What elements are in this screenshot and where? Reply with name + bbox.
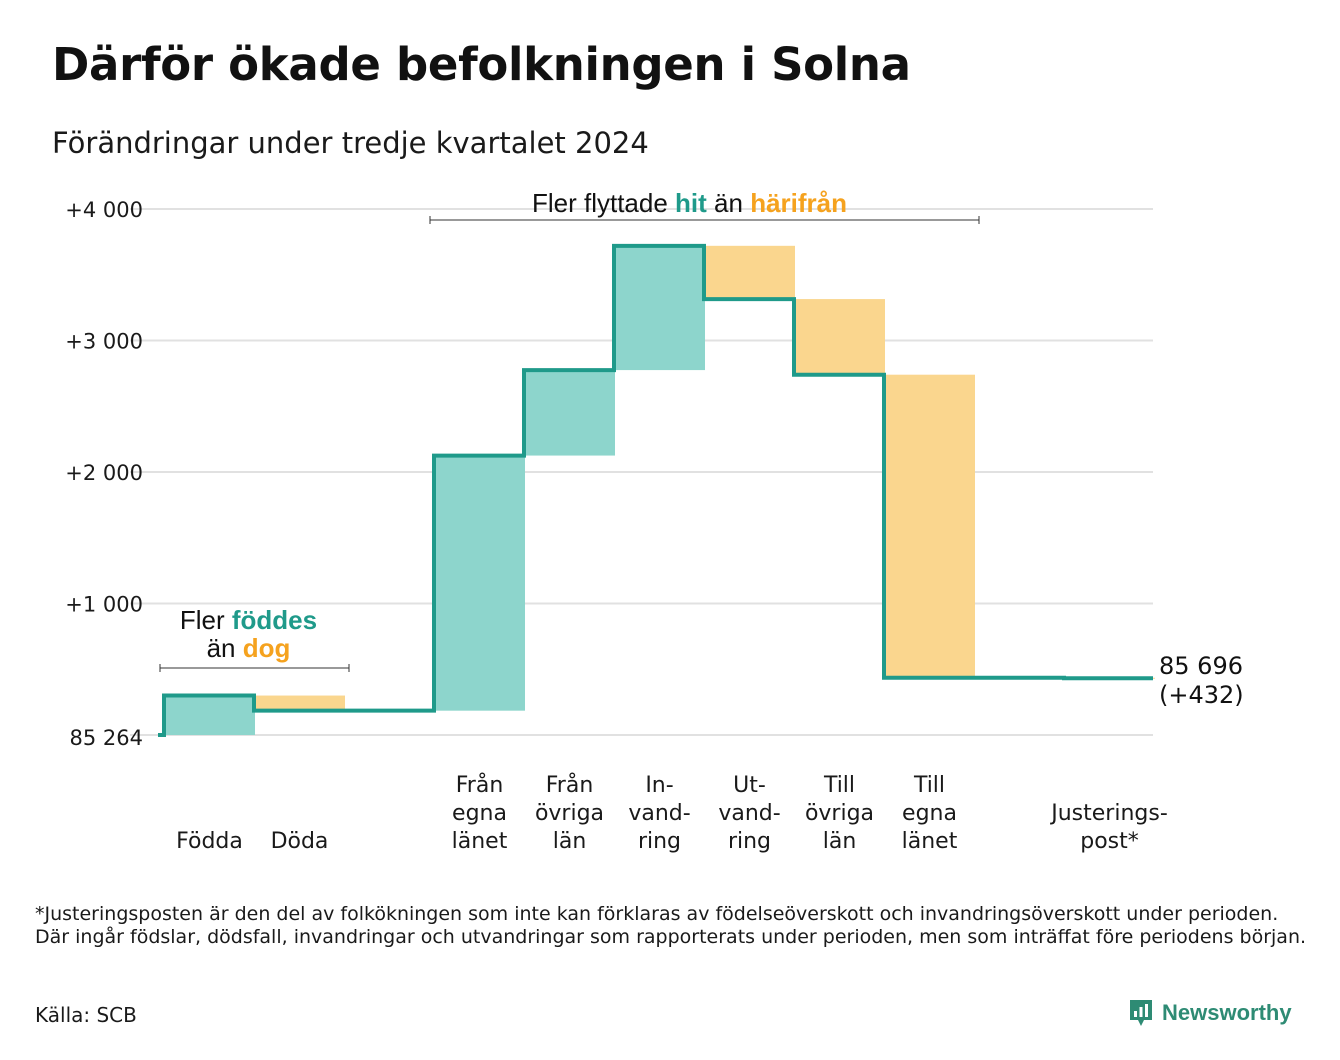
category-label-utvandring: Ut-: [733, 773, 766, 798]
category-label-justering: post*: [1080, 829, 1139, 854]
bar-fran_egna: [434, 455, 525, 711]
category-label-utvandring: ring: [728, 829, 771, 854]
category-label-till_ovriga: Till: [823, 773, 855, 798]
chart-subtitle: Förändringar under tredje kvartalet 2024: [52, 126, 649, 160]
source-note: Källa: SCB: [35, 1003, 137, 1027]
annotation-births-line1: Fler föddes: [180, 605, 317, 635]
waterfall-chart: +1 000 +2 000 +3 000 +4 000 85 264 Födda Döda…: [65, 188, 1244, 854]
category-label-till_ovriga: övriga: [805, 801, 874, 826]
category-label-utvandring: vand-: [718, 801, 780, 826]
category-label-invandring: ring: [638, 829, 681, 854]
category-label-invandring: vand-: [628, 801, 690, 826]
bar-doda: [254, 695, 345, 711]
grid-lines: [130, 208, 1153, 736]
bar-fodda: [164, 695, 255, 735]
annotation-births-line1-part: Fler: [180, 605, 232, 635]
bar-fran_ovriga: [524, 370, 615, 456]
annotation-births-line2-part: dog: [243, 633, 291, 663]
bar-invandring: [614, 245, 705, 371]
category-label-till_ovriga: län: [823, 829, 857, 854]
cumulative-step-line: [158, 243, 1153, 737]
category-label-fran_ovriga: övriga: [535, 801, 604, 826]
category-label-invandring: In-: [645, 773, 673, 798]
category-labels: Födda Döda Från egna länet Från övriga län In-va…: [176, 772, 1168, 854]
annotation-births-line2: än dog: [207, 633, 291, 663]
y-tick-label: +3 000: [65, 330, 143, 354]
annotation-births-line2-part: än: [207, 633, 243, 663]
newsworthy-logo-icon: [1130, 1000, 1152, 1026]
bars: [164, 245, 1155, 735]
y-start-label: 85 264: [70, 726, 143, 750]
brand-logo: Newsworthy: [1128, 996, 1292, 1030]
chart-title: Därför ökade befolkningen i Solna: [52, 38, 911, 91]
category-label-fran_egna: egna: [452, 801, 507, 826]
category-label-till_egna: egna: [902, 801, 957, 826]
end-total-label: 85 696: [1159, 652, 1243, 680]
annotation-migration-line1-part: än: [707, 188, 750, 218]
annotation-migration-line1-part: hit: [675, 188, 707, 218]
annotation-migration-line1: Fler flyttade hit än härifrån: [532, 188, 847, 218]
bar-till_ovriga: [794, 299, 885, 375]
bar-till_egna: [884, 374, 975, 678]
end-value-label: 85 696(+432): [1159, 652, 1244, 709]
category-label-fran_ovriga: län: [553, 829, 587, 854]
y-axis-ticks: +1 000 +2 000 +3 000 +4 000 85 264: [65, 198, 143, 750]
annotation-births-line1-part: föddes: [232, 605, 317, 635]
annotation-migration-line1-part: härifrån: [750, 188, 847, 218]
step-line: [158, 243, 1153, 737]
y-tick-label: +2 000: [65, 461, 143, 485]
end-change-label: (+432): [1159, 681, 1244, 709]
annotation-migration-line1-part: Fler flyttade: [532, 188, 675, 218]
category-label-till_egna: länet: [902, 829, 958, 854]
category-label-fran_ovriga: Från: [546, 772, 594, 798]
category-label-fran_egna: länet: [452, 829, 508, 854]
category-label-doda: Döda: [271, 829, 329, 854]
y-tick-label: +1 000: [65, 593, 143, 617]
footnote: *Justeringsposten är den del av folkökni…: [35, 903, 1307, 948]
category-label-justering: Justerings-: [1049, 801, 1168, 826]
brand-name: Newsworthy: [1162, 1000, 1292, 1025]
category-label-fran_egna: Från: [456, 772, 504, 798]
y-tick-label: +4 000: [65, 198, 143, 222]
category-label-fodda: Födda: [176, 829, 243, 854]
bar-utvandring: [704, 245, 795, 300]
category-label-till_egna: Till: [913, 773, 945, 798]
